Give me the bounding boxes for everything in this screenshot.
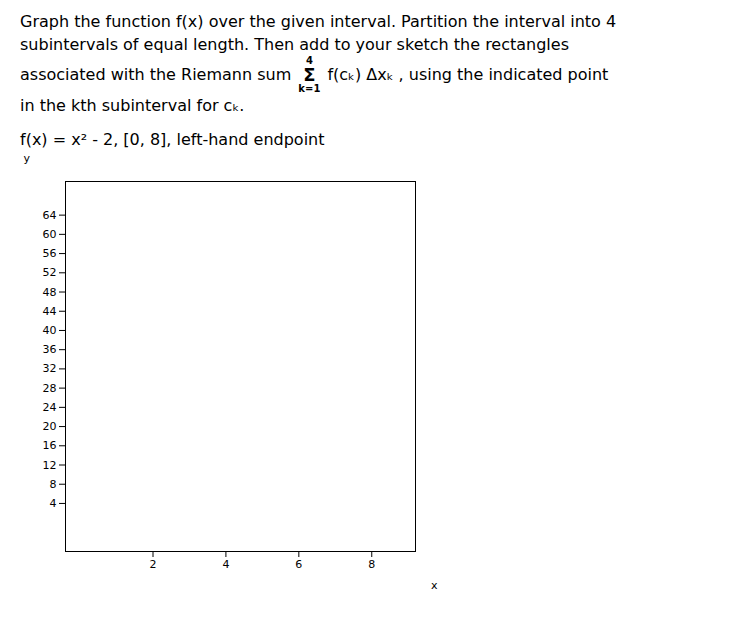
svg-text:8: 8 (368, 558, 375, 571)
svg-text:28: 28 (43, 381, 57, 394)
svg-text:60: 60 (43, 228, 57, 241)
svg-text:56: 56 (43, 247, 57, 260)
html-text:f(cₖ) Δxₖ , using the indicate: f(cₖ) Δxₖ , using the indicated point (322, 64, 609, 84)
svg-text:4: 4 (222, 558, 229, 571)
svg-text:36: 36 (43, 343, 57, 356)
svg-text:16: 16 (43, 439, 57, 452)
svg-text:40: 40 (43, 324, 57, 337)
svg-text:48: 48 (43, 285, 57, 298)
svg-text:x: x (431, 578, 438, 591)
svg-text:6: 6 (295, 558, 302, 571)
svg-text:12: 12 (43, 458, 57, 471)
svg-text:8: 8 (50, 477, 57, 490)
svg-text:y: y (24, 152, 31, 165)
svg-text:32: 32 (43, 362, 57, 375)
svg-text:52: 52 (43, 266, 57, 279)
svg-text:4: 4 (50, 497, 57, 510)
html-text:Graph the function f(x) over t: Graph the function f(x) over the given i… (20, 12, 617, 31)
html-text:k=1: k=1 (298, 83, 321, 95)
html-text:subintervals of equal length.: subintervals of equal length. Then add t… (20, 35, 569, 55)
html-text:in the kth subinterval for cₖ.: in the kth subinterval for cₖ. (20, 96, 245, 116)
svg-text:2: 2 (150, 558, 157, 571)
svg-text:64: 64 (43, 208, 57, 221)
svg-text:44: 44 (43, 305, 57, 318)
svg-text:24: 24 (43, 401, 57, 414)
html-text:associated with the Riemann su: associated with the Riemann sum (20, 64, 297, 84)
html-text:f(x) = x² - 2, [0, 8], left-ha: f(x) = x² - 2, [0, 8], left-hand endpoin… (20, 129, 325, 149)
svg-text:20: 20 (43, 420, 57, 433)
html-text:4: 4 (305, 55, 313, 67)
html-text:Σ: Σ (303, 64, 316, 86)
